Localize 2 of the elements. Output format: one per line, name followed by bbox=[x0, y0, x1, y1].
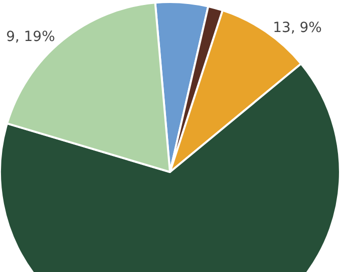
data-label: 13, 9% bbox=[272, 20, 322, 36]
data-label: 9, 19% bbox=[6, 29, 56, 46]
